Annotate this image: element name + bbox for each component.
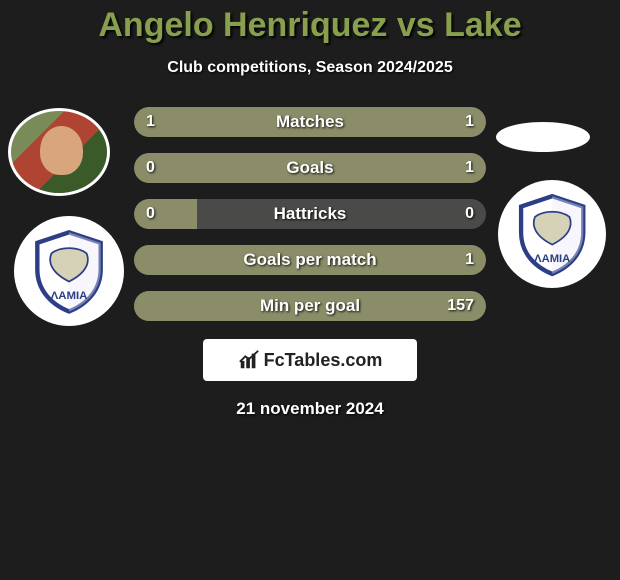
stat-value-right: 1 [465, 107, 474, 137]
stat-row: Min per goal 157 [134, 291, 486, 321]
stat-label: Goals per match [134, 245, 486, 275]
page-title: Angelo Henriquez vs Lake [0, 0, 620, 45]
stat-row: 1 Matches 1 [134, 107, 486, 137]
shield-icon: ΛAMIA [509, 191, 595, 277]
stats-container: 1 Matches 1 0 Goals 1 0 Hattricks 0 Goal… [134, 107, 486, 321]
stat-label: Goals [134, 153, 486, 183]
crest-text: ΛAMIA [51, 290, 88, 302]
stat-value-right: 157 [447, 291, 474, 321]
bar-chart-icon [238, 349, 260, 371]
crest-right: ΛAMIA [498, 180, 606, 288]
player-left-avatar [8, 108, 110, 196]
stat-row: 0 Goals 1 [134, 153, 486, 183]
brand-box: FcTables.com [203, 339, 417, 381]
stat-row: Goals per match 1 [134, 245, 486, 275]
shield-icon: ΛAMIA [25, 227, 113, 315]
stat-value-right: 0 [465, 199, 474, 229]
crest-left: ΛAMIA [14, 216, 124, 326]
crest-text: ΛAMIA [534, 253, 570, 265]
brand-text: FcTables.com [264, 350, 383, 371]
subtitle: Club competitions, Season 2024/2025 [0, 59, 620, 77]
stat-row: 0 Hattricks 0 [134, 199, 486, 229]
player-face-placeholder [11, 111, 107, 193]
stat-label: Hattricks [134, 199, 486, 229]
date-text: 21 november 2024 [0, 399, 620, 419]
stat-label: Matches [134, 107, 486, 137]
stat-value-right: 1 [465, 153, 474, 183]
stat-label: Min per goal [134, 291, 486, 321]
player-right-avatar [496, 122, 590, 152]
stat-value-right: 1 [465, 245, 474, 275]
